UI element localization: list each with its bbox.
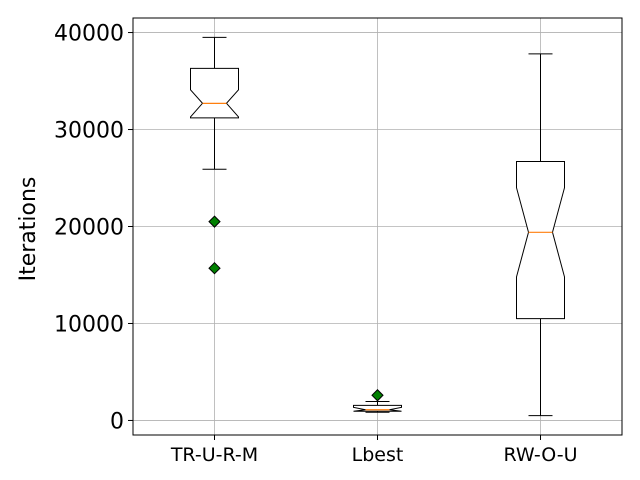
- x-tick-label: RW-O-U: [503, 444, 577, 466]
- y-axis-label: Iterations: [16, 177, 41, 282]
- box-tr-u-r-m: [190, 36, 239, 275]
- y-tick-label: 10000: [54, 312, 124, 337]
- y-tick-label: 30000: [54, 119, 124, 144]
- axes: 0 10000 20000 30000 40000 TR-U-R-M Lbest RW-O-U: [54, 22, 578, 466]
- outlier-marker: [208, 215, 221, 228]
- x-tick-label: Lbest: [352, 444, 404, 466]
- notched-box: [190, 67, 239, 119]
- box-lbest: [353, 389, 402, 413]
- outlier-marker: [208, 261, 221, 275]
- y-tick-label: 0: [110, 409, 124, 434]
- outlier-marker: [371, 389, 384, 402]
- box-rw-o-u: [516, 53, 565, 417]
- x-tick-label: TR-U-R-M: [170, 444, 258, 466]
- y-tick-label: 40000: [54, 22, 124, 47]
- box-plots: [190, 36, 565, 417]
- notched-box: [516, 161, 565, 320]
- y-tick-label: 20000: [54, 216, 124, 241]
